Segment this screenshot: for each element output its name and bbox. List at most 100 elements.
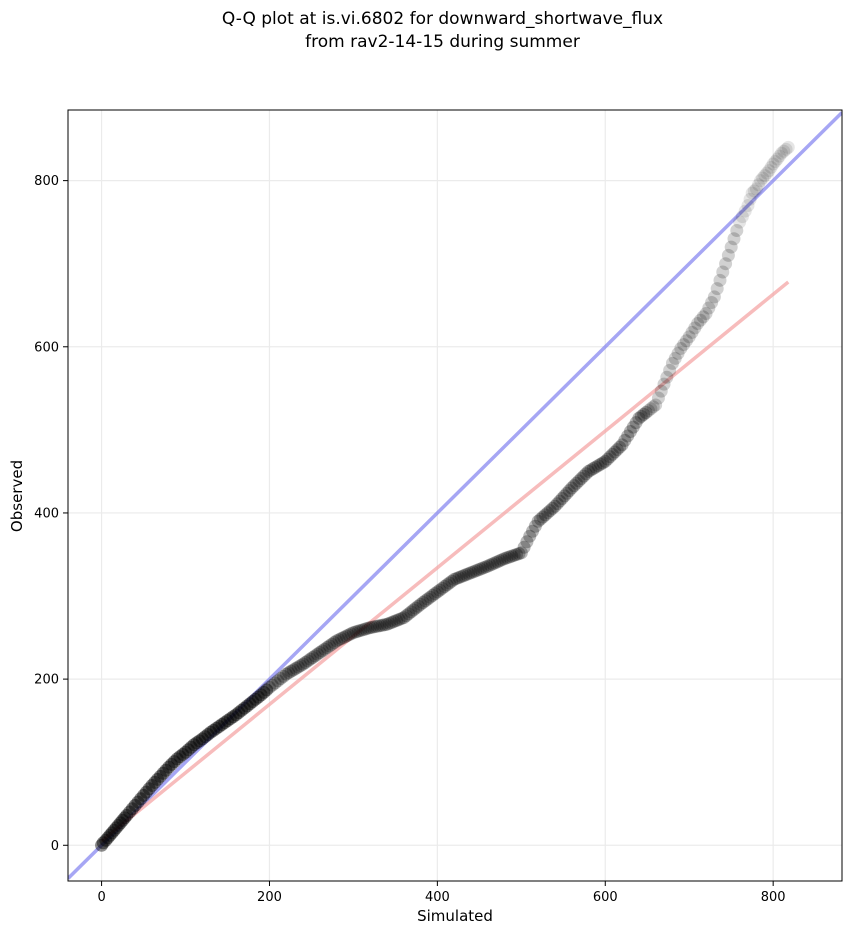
data-point: [151, 772, 165, 786]
data-point: [743, 192, 757, 206]
data-point: [430, 585, 444, 599]
data-point: [257, 685, 271, 699]
data-point: [223, 712, 237, 726]
data-point: [226, 710, 240, 724]
data-point: [517, 540, 531, 554]
data-point: [378, 618, 392, 632]
data-point: [320, 641, 334, 655]
data-point: [505, 549, 519, 563]
data-point: [279, 667, 293, 681]
data-point: [184, 740, 198, 754]
data-point: [248, 692, 262, 706]
data-point: [284, 664, 298, 678]
chart-title-block: Q-Q plot at is.vi.6802 for downward_shor…: [0, 8, 851, 54]
data-point: [507, 548, 521, 562]
data-point: [510, 547, 524, 561]
data-point: [204, 725, 218, 739]
data-point: [777, 144, 791, 158]
data-point: [699, 307, 713, 321]
data-point: [495, 553, 509, 567]
data-point: [382, 616, 396, 630]
gridlines: [68, 110, 842, 881]
data-point: [738, 204, 752, 218]
data-point: [153, 769, 167, 783]
data-point: [764, 160, 778, 174]
data-point: [254, 688, 268, 702]
data-point: [296, 657, 310, 671]
data-point: [433, 583, 447, 597]
data-point: [274, 672, 288, 686]
data-point: [567, 479, 581, 493]
data-point: [289, 661, 303, 675]
data-point: [543, 504, 557, 518]
data-point: [646, 400, 660, 414]
data-point: [218, 716, 232, 730]
data-point: [762, 164, 776, 178]
data-point: [440, 578, 454, 592]
data-point: [286, 663, 300, 677]
data-point: [351, 624, 365, 638]
data-point: [632, 411, 646, 425]
data-point: [276, 669, 290, 683]
data-point: [538, 508, 552, 522]
data-point: [691, 317, 705, 331]
data-point: [450, 571, 464, 585]
data-point: [534, 512, 548, 526]
data-point: [779, 142, 793, 156]
data-point: [435, 581, 449, 595]
data-point: [315, 644, 329, 658]
data-point: [414, 597, 428, 611]
data-point: [118, 811, 132, 825]
data-point: [308, 649, 322, 663]
data-point: [523, 529, 537, 543]
data-point: [187, 738, 201, 752]
data-point: [159, 763, 173, 777]
data-point: [483, 558, 497, 572]
data-point: [209, 721, 223, 735]
data-point: [528, 519, 542, 533]
data-point: [781, 140, 795, 154]
data-point: [170, 752, 184, 766]
data-point: [605, 447, 619, 461]
data-point: [125, 802, 139, 816]
y-tick-label: 800: [34, 174, 59, 189]
data-point: [565, 481, 579, 495]
data-point: [574, 472, 588, 486]
data-point: [741, 199, 755, 213]
data-point: [107, 823, 121, 837]
data-point: [454, 570, 468, 584]
data-point: [721, 248, 735, 262]
data-point: [421, 592, 435, 606]
data-point: [370, 619, 384, 633]
data-point: [660, 370, 674, 384]
data-point: [557, 489, 571, 503]
data-point: [179, 745, 193, 759]
data-point: [373, 619, 387, 633]
data-point: [536, 510, 550, 524]
data-point: [623, 425, 637, 439]
data-point: [303, 652, 317, 666]
data-point: [581, 464, 595, 478]
data-point: [589, 460, 603, 474]
data-point: [399, 609, 413, 623]
data-point: [207, 723, 221, 737]
data-point: [702, 301, 716, 315]
data-point: [96, 836, 110, 850]
data-point: [190, 736, 204, 750]
data-point: [215, 718, 229, 732]
data-point: [142, 782, 156, 796]
data-point: [332, 633, 346, 647]
y-tick-label: 0: [51, 839, 59, 854]
data-point: [639, 406, 653, 420]
data-point: [394, 612, 408, 626]
data-point: [234, 703, 248, 717]
data-point: [668, 351, 682, 365]
data-point: [707, 290, 721, 304]
data-point: [452, 571, 466, 585]
data-point: [634, 409, 648, 423]
reference-lines: [68, 111, 842, 880]
data-point: [243, 697, 257, 711]
data-point: [657, 377, 671, 391]
data-point: [500, 551, 514, 565]
